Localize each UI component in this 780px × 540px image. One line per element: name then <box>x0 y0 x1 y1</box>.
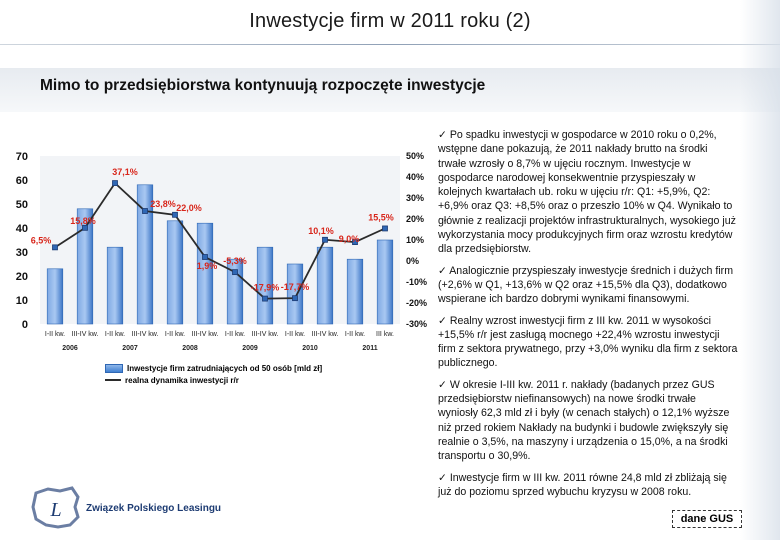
commentary-paragraph: ✓ Po spadku inwestycji w gospodarce w 20… <box>438 129 736 256</box>
legend-label-bars: Inwestycje firm zatrudniających od 50 os… <box>127 363 323 373</box>
y-left-tick-label: 60 <box>16 175 28 187</box>
data-label: -17,9% <box>251 283 280 293</box>
bar <box>166 220 184 325</box>
y-left-tick-label: 70 <box>16 151 28 163</box>
source-badge: dane GUS <box>672 510 742 528</box>
year-group-label: 2010 <box>302 345 318 352</box>
line-point-marker <box>232 269 238 276</box>
commentary-paragraph: ✓ Inwestycje firm w III kw. 2011 równe 2… <box>438 471 727 498</box>
y-left-tick-label: 20 <box>16 271 28 283</box>
line-point-marker <box>82 224 88 231</box>
line-swatch-icon <box>105 379 121 381</box>
y-right-tick-label: -10% <box>406 277 427 287</box>
legend-label-line: realna dynamika inwestycji r/r <box>125 375 239 385</box>
bar <box>286 263 304 325</box>
commentary-paragraph: ✓ Realny wzrost inwestycji firm z III kw… <box>438 314 738 370</box>
x-tick-label: III-IV kw. <box>72 331 99 338</box>
line-point-marker <box>382 225 388 232</box>
bar <box>106 246 124 325</box>
commentary-paragraph: ✓ Analogicznie przyspieszały inwestycje … <box>438 264 734 306</box>
year-group-label: 2009 <box>242 345 258 352</box>
data-label: 37,1% <box>112 167 138 177</box>
data-label: 6,5% <box>31 235 52 245</box>
bar <box>136 184 154 325</box>
year-group-label: 2011 <box>362 345 377 352</box>
y-left-tick-label: 40 <box>16 223 28 235</box>
slide-subtitle: Mimo to przedsiębiorstwa kontynuują rozp… <box>40 77 486 94</box>
subtitle-band <box>0 68 780 112</box>
zpl-logo: L Związek Polskiego Leasingu <box>30 483 230 533</box>
poland-map-logo-icon: L <box>31 486 80 529</box>
data-label: 15,5% <box>368 212 394 222</box>
investment-chart: 0 10 20 30 40 50 60 70 -30% -20% -10% 0% 10% 20% 30% 40… <box>0 148 430 390</box>
legend-item-bars: Inwestycje firm zatrudniających od 50 os… <box>105 362 395 374</box>
x-tick-label: III-IV kw. <box>192 331 219 338</box>
x-tick-label: I-II kw. <box>285 331 305 338</box>
y-right-tick-label: 20% <box>406 214 424 224</box>
line-point-marker <box>112 180 118 186</box>
y-right-tick-label: -30% <box>406 319 427 329</box>
y-right-tick-label: 30% <box>406 193 424 203</box>
bar <box>316 246 334 325</box>
x-tick-label: I-II kw. <box>225 331 245 338</box>
data-label: -5,3% <box>223 256 247 266</box>
x-tick-label: III-IV kw. <box>252 331 279 338</box>
plot-area <box>40 156 400 324</box>
y-right-tick-label: 0% <box>406 256 419 266</box>
x-tick-label: I-II kw. <box>45 331 65 338</box>
year-group-label: 2008 <box>182 345 198 352</box>
line-point-marker <box>262 295 268 302</box>
bar <box>76 208 94 325</box>
y-right-tick-label: 40% <box>406 172 424 182</box>
data-label: 10,1% <box>308 226 334 236</box>
line-point-marker <box>322 236 328 243</box>
data-label: 15,8% <box>70 216 96 226</box>
year-group-label: 2006 <box>62 345 78 352</box>
title-divider <box>0 44 780 45</box>
data-label: 22,0% <box>176 203 202 213</box>
data-label: 1,9% <box>197 261 218 271</box>
y-right-tick-label: -20% <box>406 298 427 308</box>
x-tick-label: III kw. <box>376 331 394 338</box>
dynamics-line <box>54 181 386 300</box>
data-label: 23,8% <box>150 199 176 209</box>
edge-shade <box>740 0 780 540</box>
x-tick-label: III-IV kw. <box>132 331 159 338</box>
line-point-marker <box>292 295 298 302</box>
line-point-marker <box>202 254 208 260</box>
chart-legend: Inwestycje firm zatrudniających od 50 os… <box>105 362 395 388</box>
data-label: -17,7% <box>281 282 310 292</box>
line-point-marker <box>52 244 58 251</box>
data-label: 9,0% <box>339 234 360 244</box>
logo-letter: L <box>49 499 61 521</box>
line-point-marker <box>352 239 358 245</box>
bar <box>346 258 364 325</box>
y-left-tick-label: 10 <box>16 295 28 307</box>
bar <box>376 239 394 325</box>
y-right-tick-label: 10% <box>406 235 424 245</box>
y-left-tick-label: 50 <box>16 199 28 211</box>
bar <box>196 222 214 325</box>
y-left-tick-label: 0 <box>22 319 28 331</box>
x-tick-label: I-II kw. <box>105 331 125 338</box>
commentary-paragraph: ✓ W okresie I-III kw. 2011 r. nakłady (b… <box>438 378 730 463</box>
bar-swatch-icon <box>105 363 123 373</box>
line-point-marker <box>172 211 178 218</box>
chart-svg: 0 10 20 30 40 50 60 70 -30% -20% -10% 0% 10% 20% 30% 40… <box>16 151 427 352</box>
x-tick-label: I-II kw. <box>345 331 365 338</box>
year-group-label: 2007 <box>122 345 138 352</box>
bar <box>46 268 64 325</box>
bar <box>256 246 274 325</box>
x-tick-label: III-IV kw. <box>312 331 339 338</box>
x-tick-label: I-II kw. <box>165 331 185 338</box>
commentary: ✓ Po spadku inwestycji w gospodarce w 20… <box>438 128 738 506</box>
slide-title: Inwestycje firm w 2011 roku (2) <box>249 10 531 32</box>
y-left-tick-label: 30 <box>16 247 28 259</box>
logo-text: Związek Polskiego Leasingu <box>86 503 222 514</box>
legend-item-line: realna dynamika inwestycji r/r <box>105 374 395 386</box>
y-right-tick-label: 50% <box>406 151 424 161</box>
line-point-marker <box>142 208 148 214</box>
